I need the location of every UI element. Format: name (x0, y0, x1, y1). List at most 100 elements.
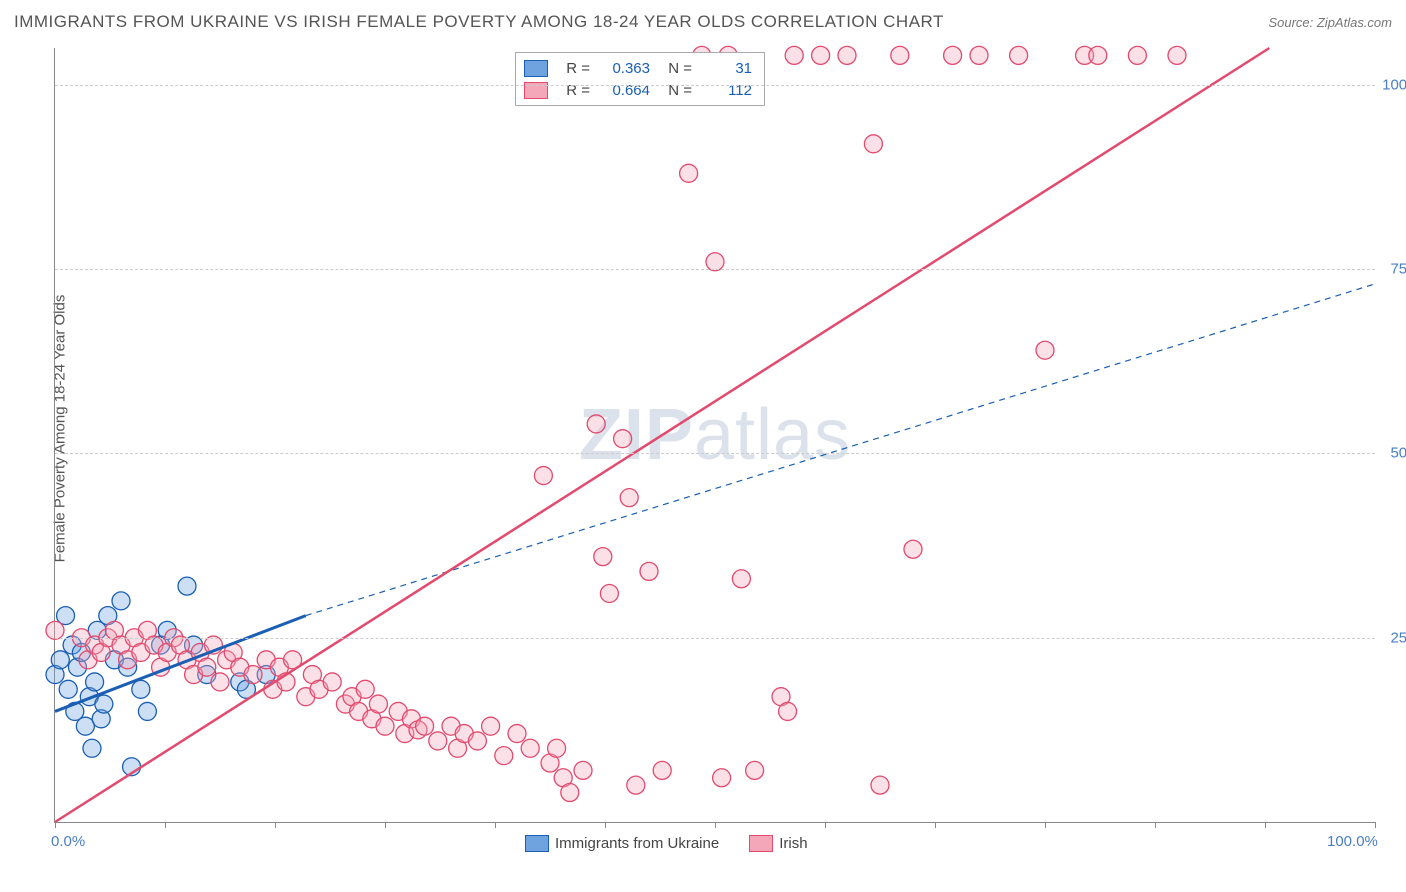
data-point (138, 702, 156, 720)
chart-title: IMMIGRANTS FROM UKRAINE VS IRISH FEMALE … (14, 12, 944, 32)
data-point (429, 732, 447, 750)
data-point (614, 430, 632, 448)
data-point (112, 592, 130, 610)
data-point (323, 673, 341, 691)
title-bar: IMMIGRANTS FROM UKRAINE VS IRISH FEMALE … (14, 12, 1392, 32)
legend-item: Irish (749, 835, 807, 852)
data-point (871, 776, 889, 794)
trend-line-extended (306, 284, 1375, 616)
data-point (132, 680, 150, 698)
x-tick (165, 822, 166, 828)
gridline (55, 453, 1375, 454)
legend-item: Immigrants from Ukraine (525, 835, 719, 852)
data-point (1089, 46, 1107, 64)
data-point (594, 548, 612, 566)
data-point (521, 739, 539, 757)
x-tick (825, 822, 826, 828)
gridline (55, 638, 1375, 639)
trend-line (55, 48, 1269, 822)
n-label: N = (660, 60, 692, 77)
data-point (95, 695, 113, 713)
data-point (779, 702, 797, 720)
y-tick-label: 100.0% (1382, 76, 1406, 93)
data-point (548, 739, 566, 757)
data-point (1168, 46, 1186, 64)
data-point (904, 540, 922, 558)
r-label: R = (558, 60, 590, 77)
data-point (482, 717, 500, 735)
r-value: 0.363 (598, 60, 650, 77)
y-tick-label: 75.0% (1390, 261, 1406, 278)
data-point (211, 673, 229, 691)
data-point (46, 621, 64, 639)
legend-label: Immigrants from Ukraine (555, 835, 719, 852)
data-point (416, 717, 434, 735)
data-point (785, 46, 803, 64)
x-tick (55, 822, 56, 828)
chart-area: ZIPatlas R =0.363N =31R =0.664N =112 Imm… (54, 48, 1375, 823)
data-point (620, 489, 638, 507)
legend-swatch (525, 835, 549, 852)
data-point (891, 46, 909, 64)
x-tick-label: 0.0% (51, 833, 85, 850)
x-tick (605, 822, 606, 828)
series-legend: Immigrants from Ukraine Irish (525, 835, 808, 852)
x-tick (385, 822, 386, 828)
n-value: 31 (700, 60, 752, 77)
data-point (561, 784, 579, 802)
x-tick (935, 822, 936, 828)
data-point (86, 673, 104, 691)
data-point (198, 658, 216, 676)
correlation-legend: R = 0.363 N = 31 R =0.664N =112 (515, 52, 765, 106)
y-tick-label: 50.0% (1390, 445, 1406, 462)
data-point (640, 562, 658, 580)
data-point (468, 732, 486, 750)
data-point (495, 747, 513, 765)
data-point (812, 46, 830, 64)
data-point (83, 739, 101, 757)
legend-row: R = 0.363 N = 31 (524, 57, 752, 79)
x-tick (1045, 822, 1046, 828)
x-tick (1155, 822, 1156, 828)
data-point (369, 695, 387, 713)
legend-label: Irish (779, 835, 807, 852)
data-point (59, 680, 77, 698)
data-point (244, 666, 262, 684)
data-point (508, 725, 526, 743)
scatter-plot (55, 48, 1375, 822)
data-point (1036, 341, 1054, 359)
data-point (627, 776, 645, 794)
data-point (713, 769, 731, 787)
data-point (1010, 46, 1028, 64)
x-tick (495, 822, 496, 828)
data-point (600, 584, 618, 602)
x-tick (1375, 822, 1376, 828)
legend-swatch (524, 60, 548, 77)
data-point (746, 761, 764, 779)
data-point (376, 717, 394, 735)
data-point (732, 570, 750, 588)
gridline (55, 269, 1375, 270)
data-point (706, 253, 724, 271)
data-point (680, 164, 698, 182)
source-label: Source: ZipAtlas.com (1268, 15, 1392, 30)
data-point (51, 651, 69, 669)
data-point (838, 46, 856, 64)
legend-row: R =0.664N =112 (524, 79, 752, 101)
data-point (864, 135, 882, 153)
data-point (587, 415, 605, 433)
data-point (534, 467, 552, 485)
x-tick-label: 100.0% (1327, 833, 1378, 850)
data-point (944, 46, 962, 64)
x-tick (275, 822, 276, 828)
x-tick (1265, 822, 1266, 828)
data-point (1128, 46, 1146, 64)
legend-swatch (749, 835, 773, 852)
gridline (55, 85, 1375, 86)
data-point (178, 577, 196, 595)
data-point (653, 761, 671, 779)
data-point (970, 46, 988, 64)
y-tick-label: 25.0% (1390, 629, 1406, 646)
x-tick (715, 822, 716, 828)
data-point (574, 761, 592, 779)
